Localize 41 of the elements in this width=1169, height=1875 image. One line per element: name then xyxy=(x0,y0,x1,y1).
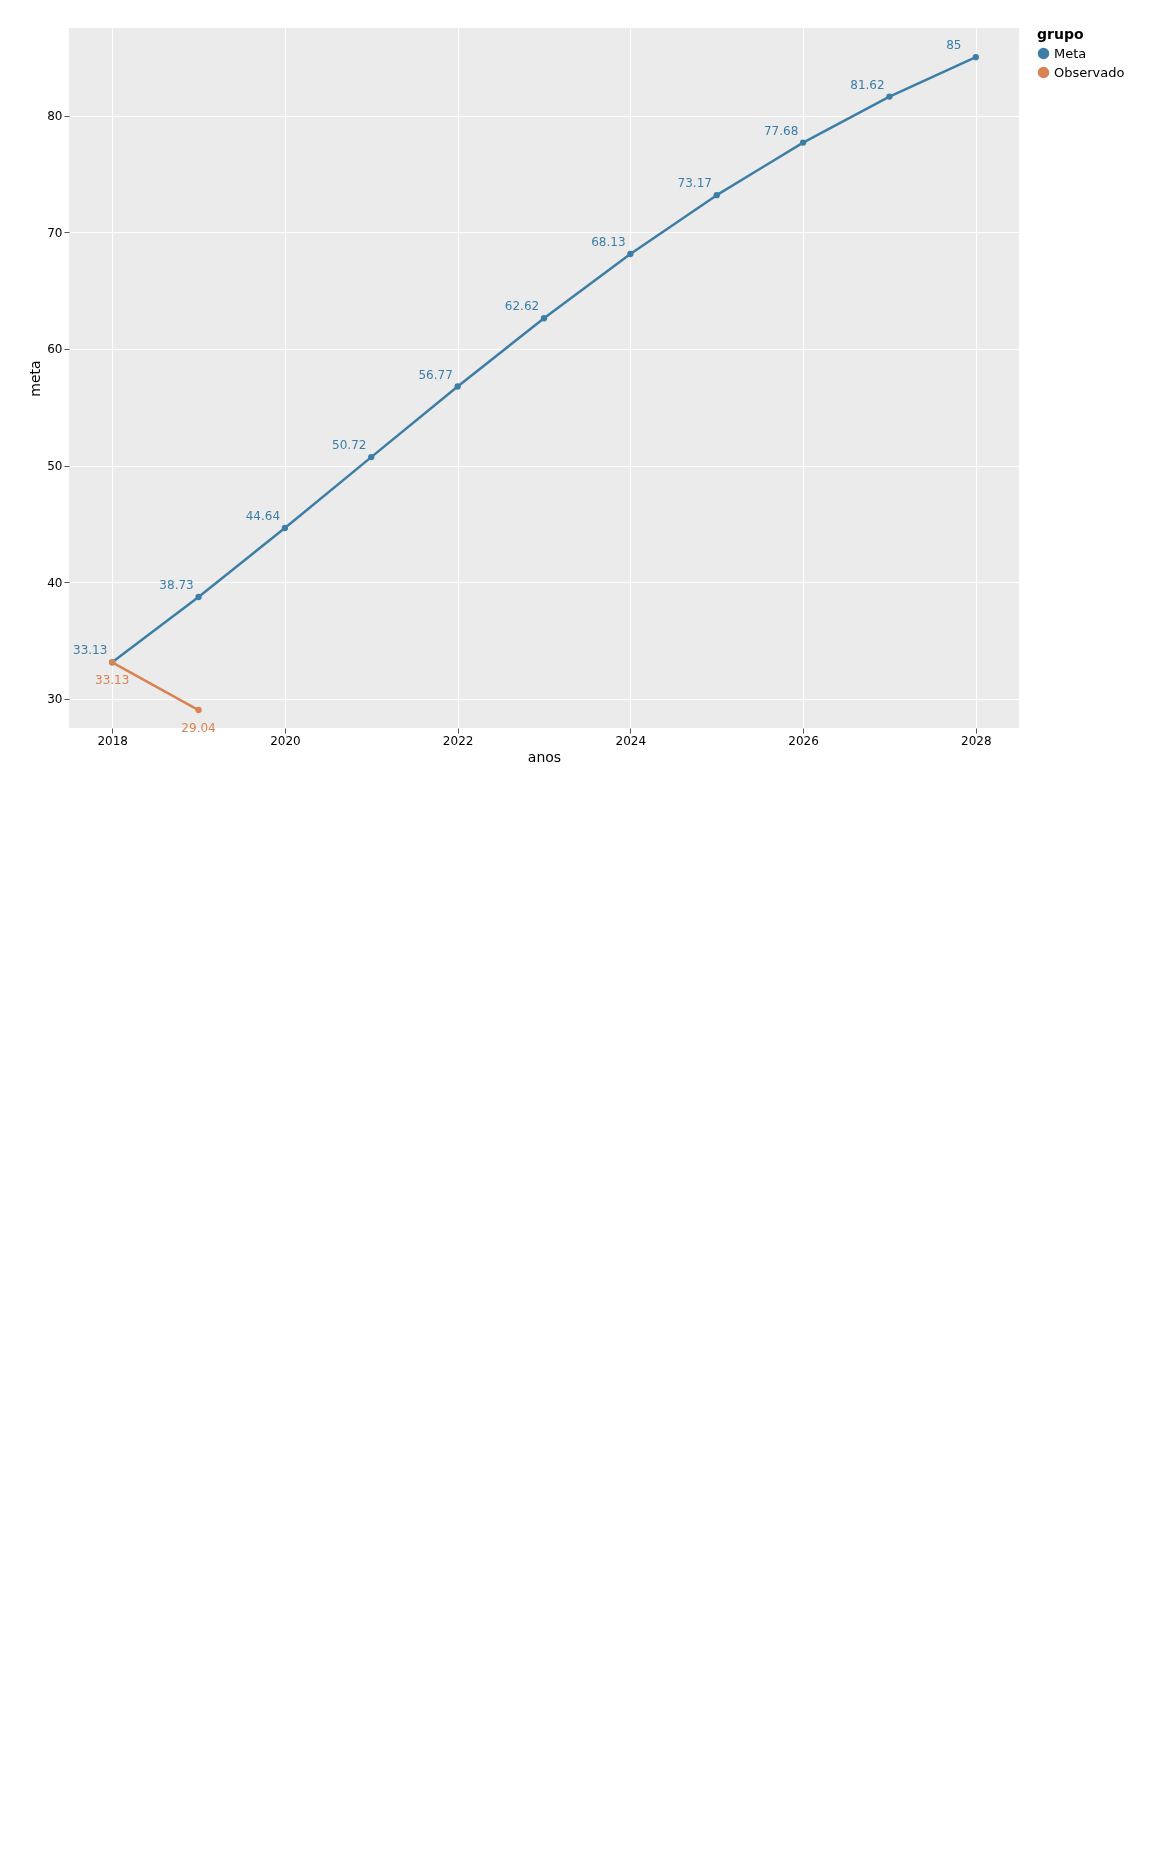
point xyxy=(454,383,461,390)
data-label: 81.62 xyxy=(850,77,885,92)
data-label: 68.13 xyxy=(591,234,626,249)
data-label: 33.13 xyxy=(73,643,108,658)
data-label: 77.68 xyxy=(763,123,799,138)
data-label: 29.04 xyxy=(181,721,216,736)
data-label: 50.72 xyxy=(332,438,367,453)
x-tick-label: 2028 xyxy=(961,733,992,748)
data-label: 85 xyxy=(946,38,962,53)
legend-label: Meta xyxy=(1054,45,1087,61)
data-label: 33.13 xyxy=(95,673,130,688)
point xyxy=(195,706,202,714)
point xyxy=(886,93,893,100)
y-tick-label: 60 xyxy=(47,342,63,357)
point xyxy=(368,453,375,461)
y-tick-label: 50 xyxy=(47,459,63,473)
point xyxy=(540,315,548,322)
data-label: 73.17 xyxy=(677,176,712,191)
x-tick-label: 2020 xyxy=(270,733,301,748)
point xyxy=(799,139,807,146)
y-tick-label: 40 xyxy=(47,575,63,590)
y-tick-label: 80 xyxy=(47,109,63,123)
x-tick-label: 2026 xyxy=(788,733,819,748)
legend-title: grupo xyxy=(1037,26,1084,42)
point xyxy=(195,593,202,601)
data-label: 44.64 xyxy=(245,509,281,524)
x-axis-title: anos xyxy=(527,748,562,765)
data-label: 38.73 xyxy=(159,577,194,592)
point xyxy=(627,250,634,258)
data-label: 56.77 xyxy=(418,367,453,382)
y-tick-label: 70 xyxy=(47,225,63,240)
point xyxy=(713,192,720,199)
x-tick-label: 2022 xyxy=(442,733,474,748)
legend-label: Observado xyxy=(1054,64,1125,80)
x-tick-label: 2018 xyxy=(97,733,128,748)
x-tick-label: 2024 xyxy=(615,733,647,748)
point xyxy=(972,54,979,61)
point xyxy=(281,524,289,532)
data-label: 62.62 xyxy=(504,299,540,314)
y-axis-title: meta xyxy=(27,360,44,397)
y-tick-label: 30 xyxy=(47,692,63,707)
